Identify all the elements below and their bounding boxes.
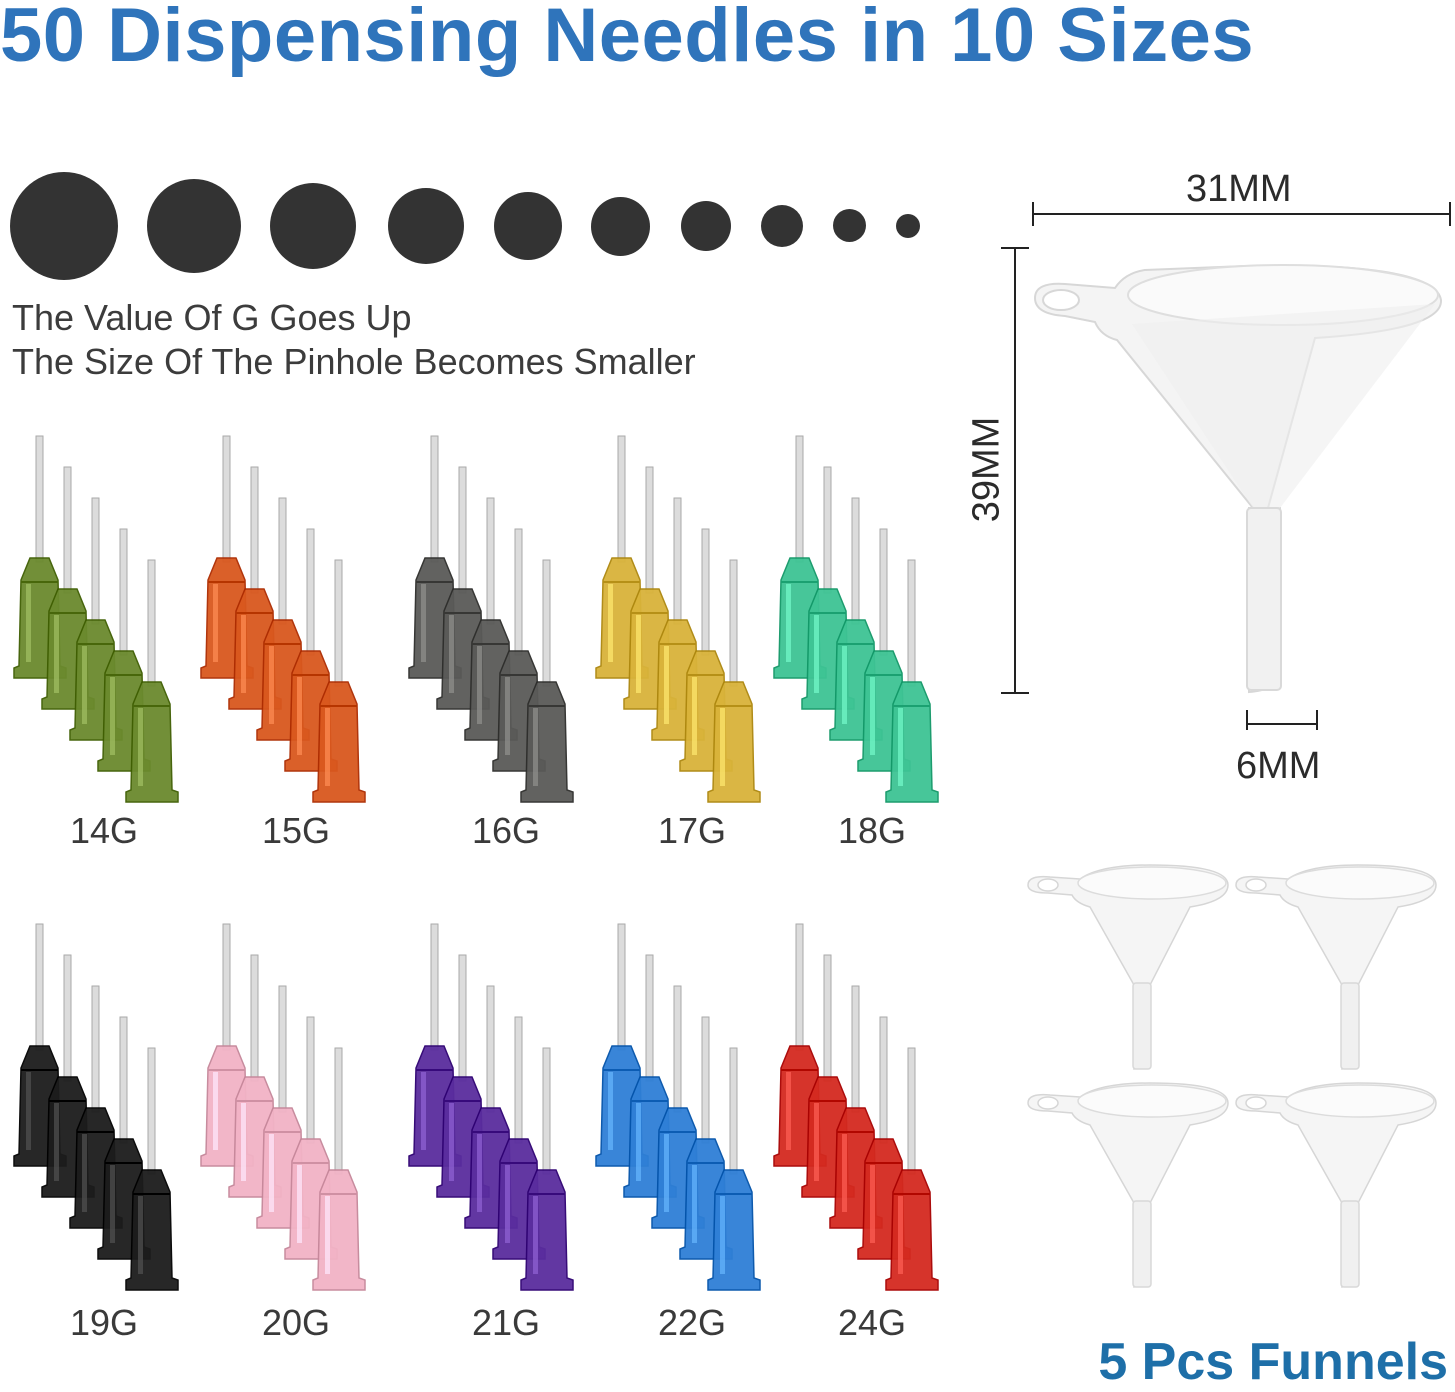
pinhole-dot bbox=[833, 209, 866, 242]
needle bbox=[520, 559, 574, 803]
caption-line-1: The Value Of G Goes Up bbox=[12, 297, 412, 338]
gauge-label-21g: 21G bbox=[472, 1302, 541, 1343]
gauge-label-19g: 19G bbox=[70, 1302, 139, 1343]
gauge-label-14g: 14G bbox=[70, 810, 139, 851]
small-funnel bbox=[1027, 864, 1229, 1070]
needle-set-22g bbox=[595, 923, 761, 1291]
needle bbox=[707, 559, 761, 803]
needle bbox=[801, 466, 855, 710]
needle-set-15g bbox=[200, 435, 366, 803]
pinhole-size-dots bbox=[0, 160, 960, 290]
gauge-label-17g: 17G bbox=[658, 810, 727, 851]
gauge-explanation: The Value Of G Goes Up The Size Of The P… bbox=[12, 296, 696, 384]
funnel-height-label: 39MM bbox=[965, 416, 1008, 523]
pinhole-dot bbox=[896, 214, 920, 238]
needle bbox=[520, 1047, 574, 1291]
needle bbox=[312, 1047, 366, 1291]
pinhole-dot bbox=[761, 205, 803, 247]
spout-dimension-line bbox=[1246, 710, 1318, 730]
needle bbox=[885, 1047, 939, 1291]
needle bbox=[707, 1047, 761, 1291]
page-title: 50 Dispensing Needles in 10 Sizes bbox=[0, 0, 1255, 78]
gauge-label-20g: 20G bbox=[262, 1302, 331, 1343]
gauge-label-16g: 16G bbox=[472, 810, 541, 851]
pinhole-dot bbox=[10, 172, 118, 280]
needle bbox=[125, 1047, 179, 1291]
gauge-label-18g: 18G bbox=[838, 810, 907, 851]
gauge-label-24g: 24G bbox=[838, 1302, 907, 1343]
pinhole-dot bbox=[147, 179, 241, 273]
pinhole-dot bbox=[681, 201, 731, 251]
needle-set-20g bbox=[200, 923, 366, 1291]
caption-line-2: The Size Of The Pinhole Becomes Smaller bbox=[12, 341, 696, 382]
gauge-label-22g: 22G bbox=[658, 1302, 727, 1343]
small-funnel bbox=[1235, 1082, 1437, 1288]
needle bbox=[125, 559, 179, 803]
needle bbox=[885, 559, 939, 803]
small-funnel bbox=[1235, 864, 1437, 1070]
pinhole-dot bbox=[270, 183, 356, 269]
needle bbox=[312, 559, 366, 803]
needle-set-21g bbox=[408, 923, 574, 1291]
needle-set-14g bbox=[13, 435, 179, 803]
funnel-width-label: 31MM bbox=[1186, 168, 1292, 210]
gauge-label-15g: 15G bbox=[262, 810, 331, 851]
needle-set-19g bbox=[13, 923, 179, 1291]
pinhole-dot bbox=[494, 192, 562, 260]
pinhole-dot bbox=[591, 197, 650, 256]
funnels-count-caption: 5 Pcs Funnels bbox=[1098, 1333, 1448, 1391]
small-funnels-group bbox=[1027, 864, 1437, 1288]
needle-sets-illustration bbox=[13, 435, 939, 1291]
width-dimension-line bbox=[1032, 202, 1451, 226]
needle-set-18g bbox=[773, 435, 939, 803]
funnel-dimension-diagram bbox=[1001, 202, 1451, 730]
funnel-spout-label: 6MM bbox=[1236, 745, 1321, 787]
height-dimension-line bbox=[1001, 247, 1029, 694]
small-funnel bbox=[1027, 1082, 1229, 1288]
funnel-large bbox=[1033, 264, 1443, 694]
needle-set-16g bbox=[408, 435, 574, 803]
needle-set-24g bbox=[773, 923, 939, 1291]
needle-set-17g bbox=[595, 435, 761, 803]
pinhole-dot bbox=[388, 188, 464, 264]
